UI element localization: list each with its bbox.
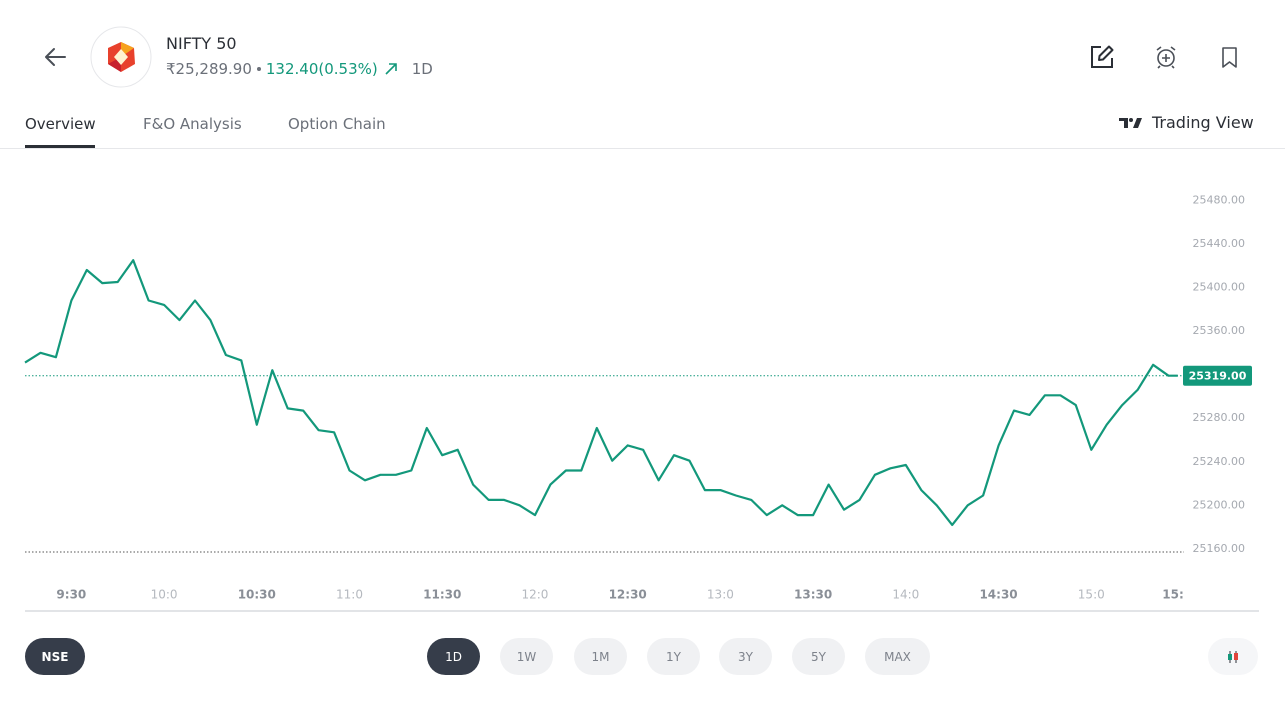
tab-underline (25, 145, 95, 148)
x-tick-label: 13:0 (707, 588, 734, 602)
y-tick-label: 25360.00 (1193, 324, 1246, 337)
tab[interactable]: Overview (25, 115, 96, 133)
x-tick-label: 10:0 (151, 588, 178, 602)
y-tick-label: 25400.00 (1193, 280, 1246, 293)
y-tick-label: 25240.00 (1193, 455, 1246, 468)
x-tick-label: 13:30 (794, 588, 832, 602)
y-tick-label: 25480.00 (1193, 193, 1246, 206)
divider (0, 148, 1285, 149)
y-tick-label: 25200.00 (1193, 498, 1246, 511)
last-price-label: 25319.00 (1189, 370, 1247, 383)
separator-dot (256, 67, 261, 71)
x-tick-label: 14:0 (892, 588, 919, 602)
period: 1D (411, 60, 433, 78)
price: ₹25,289.90 (166, 60, 252, 78)
y-tick-label: 25160.00 (1193, 542, 1246, 555)
x-tick-label: 12:30 (609, 588, 647, 602)
candle-icon (1228, 650, 1238, 663)
last-price-box (1183, 365, 1252, 386)
y-tick-label: 25440.00 (1193, 237, 1246, 250)
logo (90, 26, 152, 88)
instrument-name: NIFTY 50 (166, 34, 237, 53)
range-button[interactable]: 1Y (647, 638, 700, 675)
x-tick-label: 12:0 (521, 588, 548, 602)
x-tick-label: 11:30 (423, 588, 461, 602)
tab[interactable]: F&O Analysis (143, 115, 242, 133)
up-arrow (385, 63, 397, 75)
range-button[interactable]: 1W (500, 638, 553, 675)
tv-icon (1119, 117, 1142, 128)
range-button[interactable]: 5Y (792, 638, 845, 675)
x-tick-label: 11:0 (336, 588, 363, 602)
chart-type-button[interactable] (1208, 638, 1258, 675)
price-row: ₹25,289.90 132.40(0.53%) 1D (166, 60, 433, 78)
bookmark-button[interactable] (1219, 45, 1241, 71)
tab[interactable]: Option Chain (288, 115, 386, 133)
range-button[interactable]: 3Y (719, 638, 772, 675)
trading-view-link[interactable]: Trading View (1119, 113, 1254, 132)
back-button[interactable] (40, 44, 70, 70)
y-tick-label: 25280.00 (1193, 411, 1246, 424)
x-tick-label: 15: (1162, 588, 1184, 602)
edit-button[interactable] (1088, 43, 1116, 71)
price-line (24, 259, 1178, 526)
alert-button[interactable] (1153, 44, 1179, 70)
exchange-button[interactable]: NSE (25, 638, 85, 675)
range-button[interactable]: MAX (865, 638, 930, 675)
range-button[interactable]: 1M (574, 638, 627, 675)
x-tick-label: 9:30 (56, 588, 86, 602)
x-tick-label: 14:30 (979, 588, 1017, 602)
range-button[interactable]: 1D (427, 638, 480, 675)
trading-view-label: Trading View (1152, 113, 1254, 132)
x-tick-label: 10:30 (238, 588, 276, 602)
change: 132.40(0.53%) (265, 60, 378, 78)
x-tick-label: 15:0 (1078, 588, 1105, 602)
